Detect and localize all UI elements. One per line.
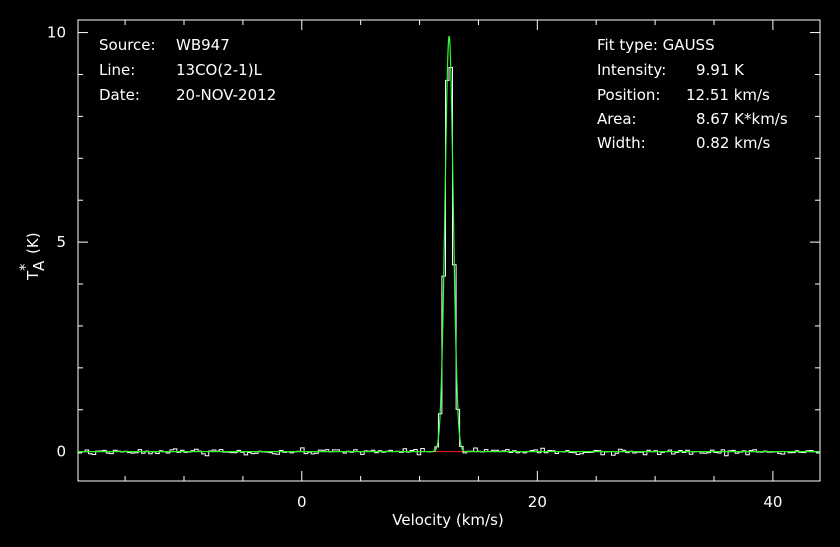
fit-type-label: Fit type: GAUSS — [597, 36, 715, 54]
y-axis-label-sub: A — [30, 260, 48, 271]
info-line-key: Line: — [99, 61, 135, 79]
fit-width-key: Width: — [597, 134, 646, 152]
info-source-value: WB947 — [176, 36, 230, 54]
x-tick-label: 0 — [297, 493, 307, 511]
info-date-value: 20-NOV-2012 — [176, 86, 276, 104]
info-source-key: Source: — [99, 36, 156, 54]
plot-frame — [77, 19, 821, 482]
fit-area-key: Area: — [597, 110, 637, 128]
x-tick-label: 40 — [763, 493, 782, 511]
axis-tick-labels: 0 20 40 0 5 10 — [47, 24, 783, 511]
y-tick-label: 10 — [47, 24, 66, 42]
fit-width-value: 0.82 km/s — [696, 134, 771, 152]
fit-intensity-key: Intensity: — [597, 61, 666, 79]
info-line-value: 13CO(2-1)L — [176, 61, 263, 79]
info-left: Source: WB947 Line: 13CO(2-1)L Date: 20-… — [99, 36, 276, 104]
axis-ticks — [78, 20, 820, 481]
y-tick-label: 5 — [56, 233, 66, 251]
x-tick-label: 20 — [528, 493, 547, 511]
y-tick-label: 0 — [56, 443, 66, 461]
y-axis-label-sup: * — [16, 263, 34, 271]
fit-intensity-value: 9.91 K — [696, 61, 745, 79]
y-axis-label-main: T — [24, 270, 42, 281]
fit-position-value: 12.51 km/s — [686, 86, 770, 104]
y-axis-label: T * A (K) — [16, 232, 48, 281]
info-date-key: Date: — [99, 86, 140, 104]
y-axis-label-unit: (K) — [24, 232, 42, 254]
gaussian-fit-curve — [78, 35, 820, 453]
x-axis-label: Velocity (km/s) — [392, 511, 503, 529]
info-right: Fit type: GAUSS Intensity: 9.91 K Positi… — [597, 36, 788, 152]
fit-area-value: 8.67 K*km/s — [696, 110, 788, 128]
fit-position-key: Position: — [597, 86, 660, 104]
